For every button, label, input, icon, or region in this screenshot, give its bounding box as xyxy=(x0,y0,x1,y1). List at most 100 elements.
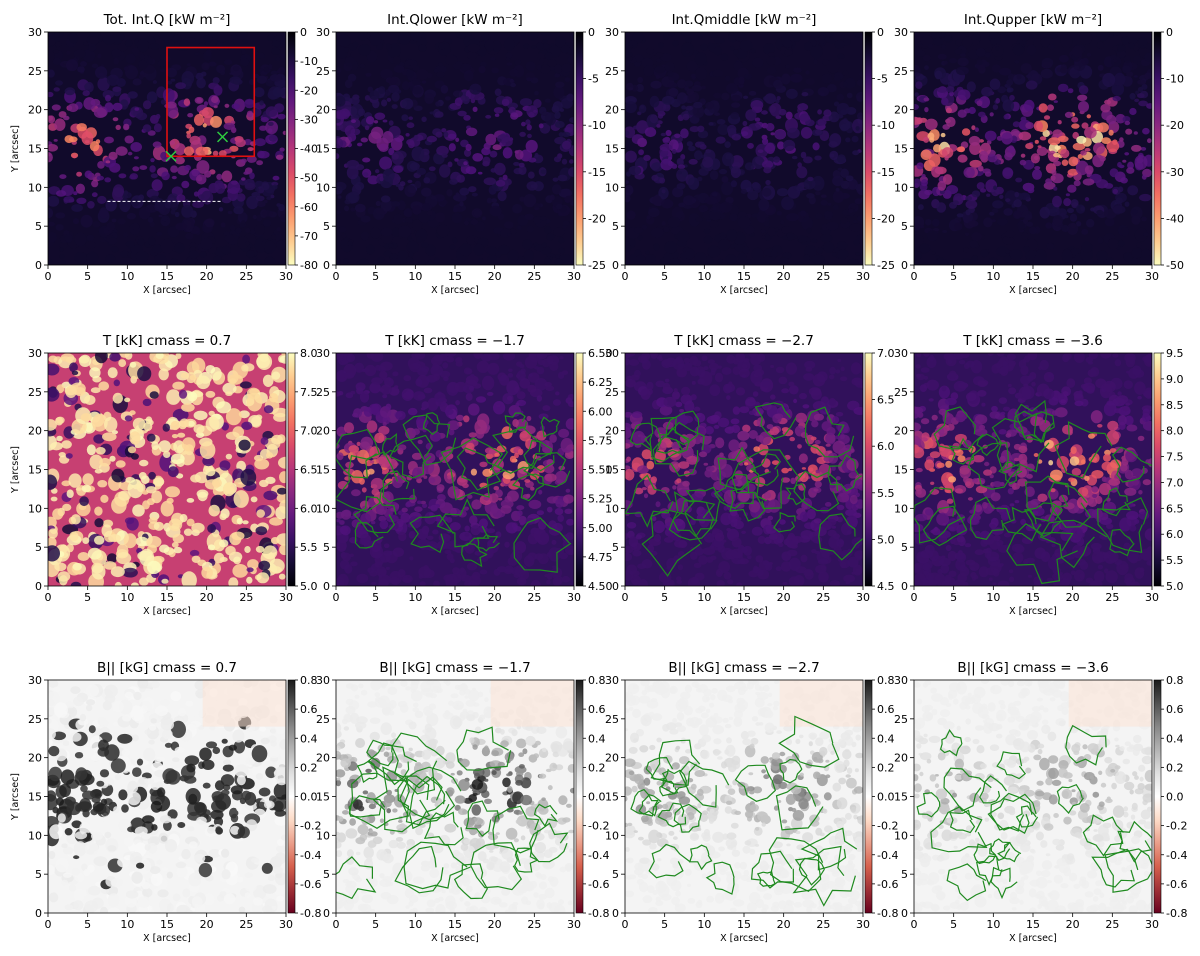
heatmap-cell xyxy=(158,368,169,381)
heatmap-cell xyxy=(252,214,257,220)
heatmap-cell xyxy=(171,175,177,180)
heatmap-cell xyxy=(835,411,844,417)
heatmap-cell xyxy=(373,260,379,265)
heatmap-cell xyxy=(828,398,836,406)
heatmap-cell xyxy=(561,575,571,583)
heatmap-cell xyxy=(631,374,640,381)
heatmap-cell xyxy=(336,539,347,552)
heatmap-cell xyxy=(662,359,673,367)
heatmap-cell xyxy=(840,34,845,40)
heatmap-cell xyxy=(817,109,822,115)
heatmap-cell xyxy=(1137,79,1146,85)
heatmap-cell xyxy=(751,213,760,219)
heatmap-cell xyxy=(194,96,204,104)
heatmap-cell xyxy=(519,364,525,369)
heatmap-cell xyxy=(713,92,722,99)
heatmap-cell xyxy=(414,353,426,360)
heatmap-cell xyxy=(154,198,165,210)
x-tick-label: 20 xyxy=(777,591,791,604)
x-tick-label: 5 xyxy=(950,270,957,283)
heatmap-cell xyxy=(746,472,758,481)
heatmap-cell xyxy=(781,467,789,474)
heatmap-cell xyxy=(776,210,782,216)
heatmap-cell xyxy=(391,151,404,165)
heatmap-cell xyxy=(434,111,444,118)
heatmap-cell xyxy=(524,479,531,483)
heatmap-cell xyxy=(54,562,67,572)
heatmap-cell xyxy=(506,395,513,401)
heatmap-image xyxy=(914,353,1152,586)
colorbar-tick-label: 5.5 xyxy=(300,541,318,554)
heatmap-cell xyxy=(992,200,1004,209)
heatmap-cell xyxy=(837,249,849,260)
heatmap-cell xyxy=(174,211,180,218)
heatmap-cell xyxy=(367,175,379,185)
heatmap-cell xyxy=(81,484,92,493)
heatmap-cell xyxy=(481,216,486,221)
heatmap-cell xyxy=(829,580,841,586)
heatmap-cell xyxy=(192,200,205,208)
y-tick-label: 10 xyxy=(28,502,42,515)
contour-line xyxy=(409,514,454,554)
heatmap-cell xyxy=(1003,255,1011,263)
heatmap-cell xyxy=(48,144,58,152)
heatmap-cell xyxy=(776,188,789,197)
heatmap-cell xyxy=(218,207,224,212)
heatmap-cell xyxy=(1057,208,1067,218)
heatmap-cell xyxy=(914,250,922,261)
heatmap-cell xyxy=(247,559,259,570)
heatmap-cell xyxy=(1069,213,1078,222)
heatmap-cell xyxy=(245,227,251,233)
heatmap-cell xyxy=(718,168,728,175)
heatmap-cell xyxy=(1110,54,1117,60)
heatmap-cell xyxy=(123,66,129,72)
heatmap-cell xyxy=(1000,32,1006,36)
heatmap-cell xyxy=(717,365,722,369)
heatmap-cell xyxy=(481,375,495,391)
heatmap-cell xyxy=(1116,50,1126,58)
heatmap-cell xyxy=(1067,222,1079,235)
heatmap-cell xyxy=(511,549,523,562)
heatmap-cell xyxy=(276,240,286,251)
heatmap-cell xyxy=(987,154,998,163)
colorbar-tick-label: -20 xyxy=(1166,119,1184,132)
colorbar-tick-label: 6.0 xyxy=(300,502,318,515)
heatmap-cell xyxy=(850,362,862,375)
heatmap-cell xyxy=(1097,564,1104,570)
heatmap-cell xyxy=(730,519,738,528)
contour-line xyxy=(336,451,398,513)
heatmap-cell xyxy=(277,113,286,120)
heatmap-cell xyxy=(166,80,173,85)
heatmap-cell xyxy=(201,190,214,205)
heatmap-cell xyxy=(382,131,394,144)
heatmap-cell xyxy=(659,405,673,416)
heatmap-cell xyxy=(811,238,818,243)
heatmap-cell xyxy=(686,60,699,72)
x-tick-label: 10 xyxy=(408,270,422,283)
heatmap-cell xyxy=(643,154,651,161)
contour-line xyxy=(354,521,384,549)
heatmap-cell xyxy=(813,413,825,421)
heatmap-cell xyxy=(544,258,552,265)
heatmap-cell xyxy=(464,525,470,532)
heatmap-cell xyxy=(916,353,922,358)
heatmap-cell xyxy=(48,151,53,163)
heatmap-cell xyxy=(48,545,60,562)
heatmap-cell xyxy=(834,40,845,49)
heatmap-cell xyxy=(251,191,261,198)
heatmap-cell xyxy=(914,231,917,236)
heatmap-cell xyxy=(1014,191,1020,198)
heatmap-cell xyxy=(526,105,538,118)
heatmap-cell xyxy=(703,228,711,234)
heatmap-cell xyxy=(552,177,559,182)
heatmap-cell xyxy=(412,219,423,231)
heatmap-cell xyxy=(631,411,643,419)
heatmap-cell xyxy=(665,129,672,137)
heatmap-cell xyxy=(269,517,283,526)
heatmap-cell xyxy=(344,205,350,212)
heatmap-cell xyxy=(544,98,551,103)
heatmap-cell xyxy=(641,58,654,68)
heatmap-cell xyxy=(781,73,791,85)
heatmap-cell xyxy=(208,61,217,67)
heatmap-cell xyxy=(224,103,230,108)
